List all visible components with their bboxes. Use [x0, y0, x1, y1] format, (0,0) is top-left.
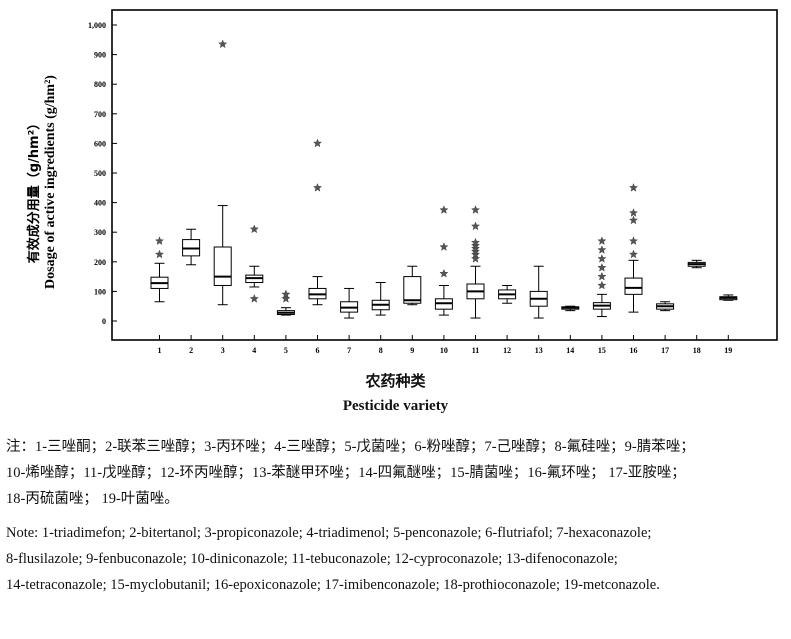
note-cn-line-3: 18-丙硫菌唑； 19-叶菌唑。 — [6, 491, 179, 507]
x-tick-label: 15 — [598, 346, 606, 355]
outlier-star — [470, 246, 481, 256]
x-axis: 1 2 3 4 5 6 7 8 9 10 11 12 13 14 15 16 17 18 19 — [158, 335, 732, 355]
y-tick-label: 800 — [94, 80, 106, 89]
x-tick-label: 19 — [724, 346, 732, 355]
figure-notes: 注：1-三唑酮；2-联苯三唑醇；3-丙环唑；4-三唑醇；5-戊菌唑；6-粉唑醇；… — [6, 434, 788, 598]
x-tick-label: 13 — [535, 346, 543, 355]
y-tick-label: 1,000 — [88, 21, 106, 30]
x-tick-label: 16 — [630, 346, 638, 355]
note-en-line-1: Note: 1-triadimefon; 2-bitertanol; 3-pro… — [6, 525, 652, 541]
y-tick-label: 900 — [94, 51, 106, 60]
x-axis-title-cn: 农药种类 — [365, 372, 426, 390]
outlier-star — [597, 262, 607, 272]
outlier-star — [312, 183, 323, 192]
x-tick-label: 5 — [284, 346, 288, 355]
x-tick-label: 2 — [189, 346, 193, 355]
x-tick-label: 7 — [347, 346, 351, 355]
x-tick-label: 6 — [316, 346, 320, 355]
box — [403, 276, 422, 304]
y-tick-label: 400 — [94, 199, 106, 208]
y-tick-label: 600 — [94, 139, 106, 148]
x-tick-label: 17 — [661, 346, 669, 355]
x-tick-label: 9 — [410, 346, 414, 355]
box — [624, 277, 643, 295]
outlier-star — [628, 215, 639, 225]
x-tick-label: 4 — [252, 346, 256, 355]
note-cn-line-2: 10-烯唑醇；11-戊唑醇；12-环丙唑醇；13-苯醚甲环唑；14-四氟醚唑；1… — [6, 465, 686, 481]
x-tick-label: 18 — [693, 346, 701, 355]
outlier-star — [597, 254, 607, 263]
outlier-star — [154, 236, 165, 245]
outlier-star — [281, 289, 291, 299]
outlier-star — [249, 224, 259, 234]
outlier-star — [470, 249, 481, 259]
outlier-star — [597, 245, 607, 254]
x-tick-label: 11 — [472, 346, 480, 355]
note-en-line-3: 14-tetraconazole; 15-myclobutanil; 16-ep… — [6, 577, 660, 593]
y-tick-label: 700 — [94, 110, 106, 119]
outlier-star — [470, 240, 481, 250]
outlier-star — [218, 39, 228, 49]
outlier-star — [470, 254, 481, 263]
y-axis-title-en: Dosage of active ingredients (g/hm²) — [43, 75, 58, 289]
y-tick-label: 100 — [94, 287, 106, 296]
outlier-star — [281, 294, 291, 303]
x-tick-label: 1 — [158, 346, 162, 355]
outlier-star — [470, 221, 481, 231]
x-tick-label: 3 — [221, 346, 225, 355]
y-tick-label: 0 — [102, 317, 106, 326]
outlier-star — [439, 242, 449, 251]
outlier-star — [249, 294, 259, 303]
plot-frame — [111, 9, 778, 341]
outlier-star — [628, 208, 639, 217]
outlier-star — [154, 249, 165, 259]
x-axis-title-en: Pesticide variety — [342, 398, 449, 414]
note-cn-line-1: 注：1-三唑酮；2-联苯三唑醇；3-丙环唑；4-三唑醇；5-戊菌唑；6-粉唑醇；… — [6, 439, 695, 455]
y-tick-label: 300 — [94, 228, 106, 237]
box-series — [150, 39, 738, 319]
outlier-star — [597, 271, 607, 281]
outlier-star — [439, 205, 449, 214]
x-tick-label: 12 — [503, 346, 511, 355]
y-axis-title-cn: 有效成分用量（g/hm²） — [26, 117, 42, 264]
outlier-star — [470, 243, 481, 253]
note-en-line-2: 8-flusilazole; 9-fenbuconazole; 10-dinic… — [6, 551, 618, 567]
outlier-star — [628, 249, 639, 259]
y-tick-label: 500 — [94, 169, 106, 178]
outlier-star — [312, 138, 323, 148]
outlier-star — [628, 183, 639, 192]
x-tick-label: 10 — [440, 346, 448, 355]
outlier-star — [470, 237, 481, 247]
box — [213, 246, 232, 286]
outlier-star — [470, 205, 481, 214]
y-axis: 0 100 200 300 400 500 600 700 800 900 1,000 — [88, 21, 117, 326]
x-tick-label: 8 — [379, 346, 383, 355]
outlier-star — [439, 268, 449, 278]
x-tick-label: 14 — [566, 346, 574, 355]
outlier-star — [597, 236, 607, 245]
y-tick-label: 200 — [94, 258, 106, 267]
outlier-star — [628, 236, 639, 245]
outlier-star — [597, 280, 607, 290]
